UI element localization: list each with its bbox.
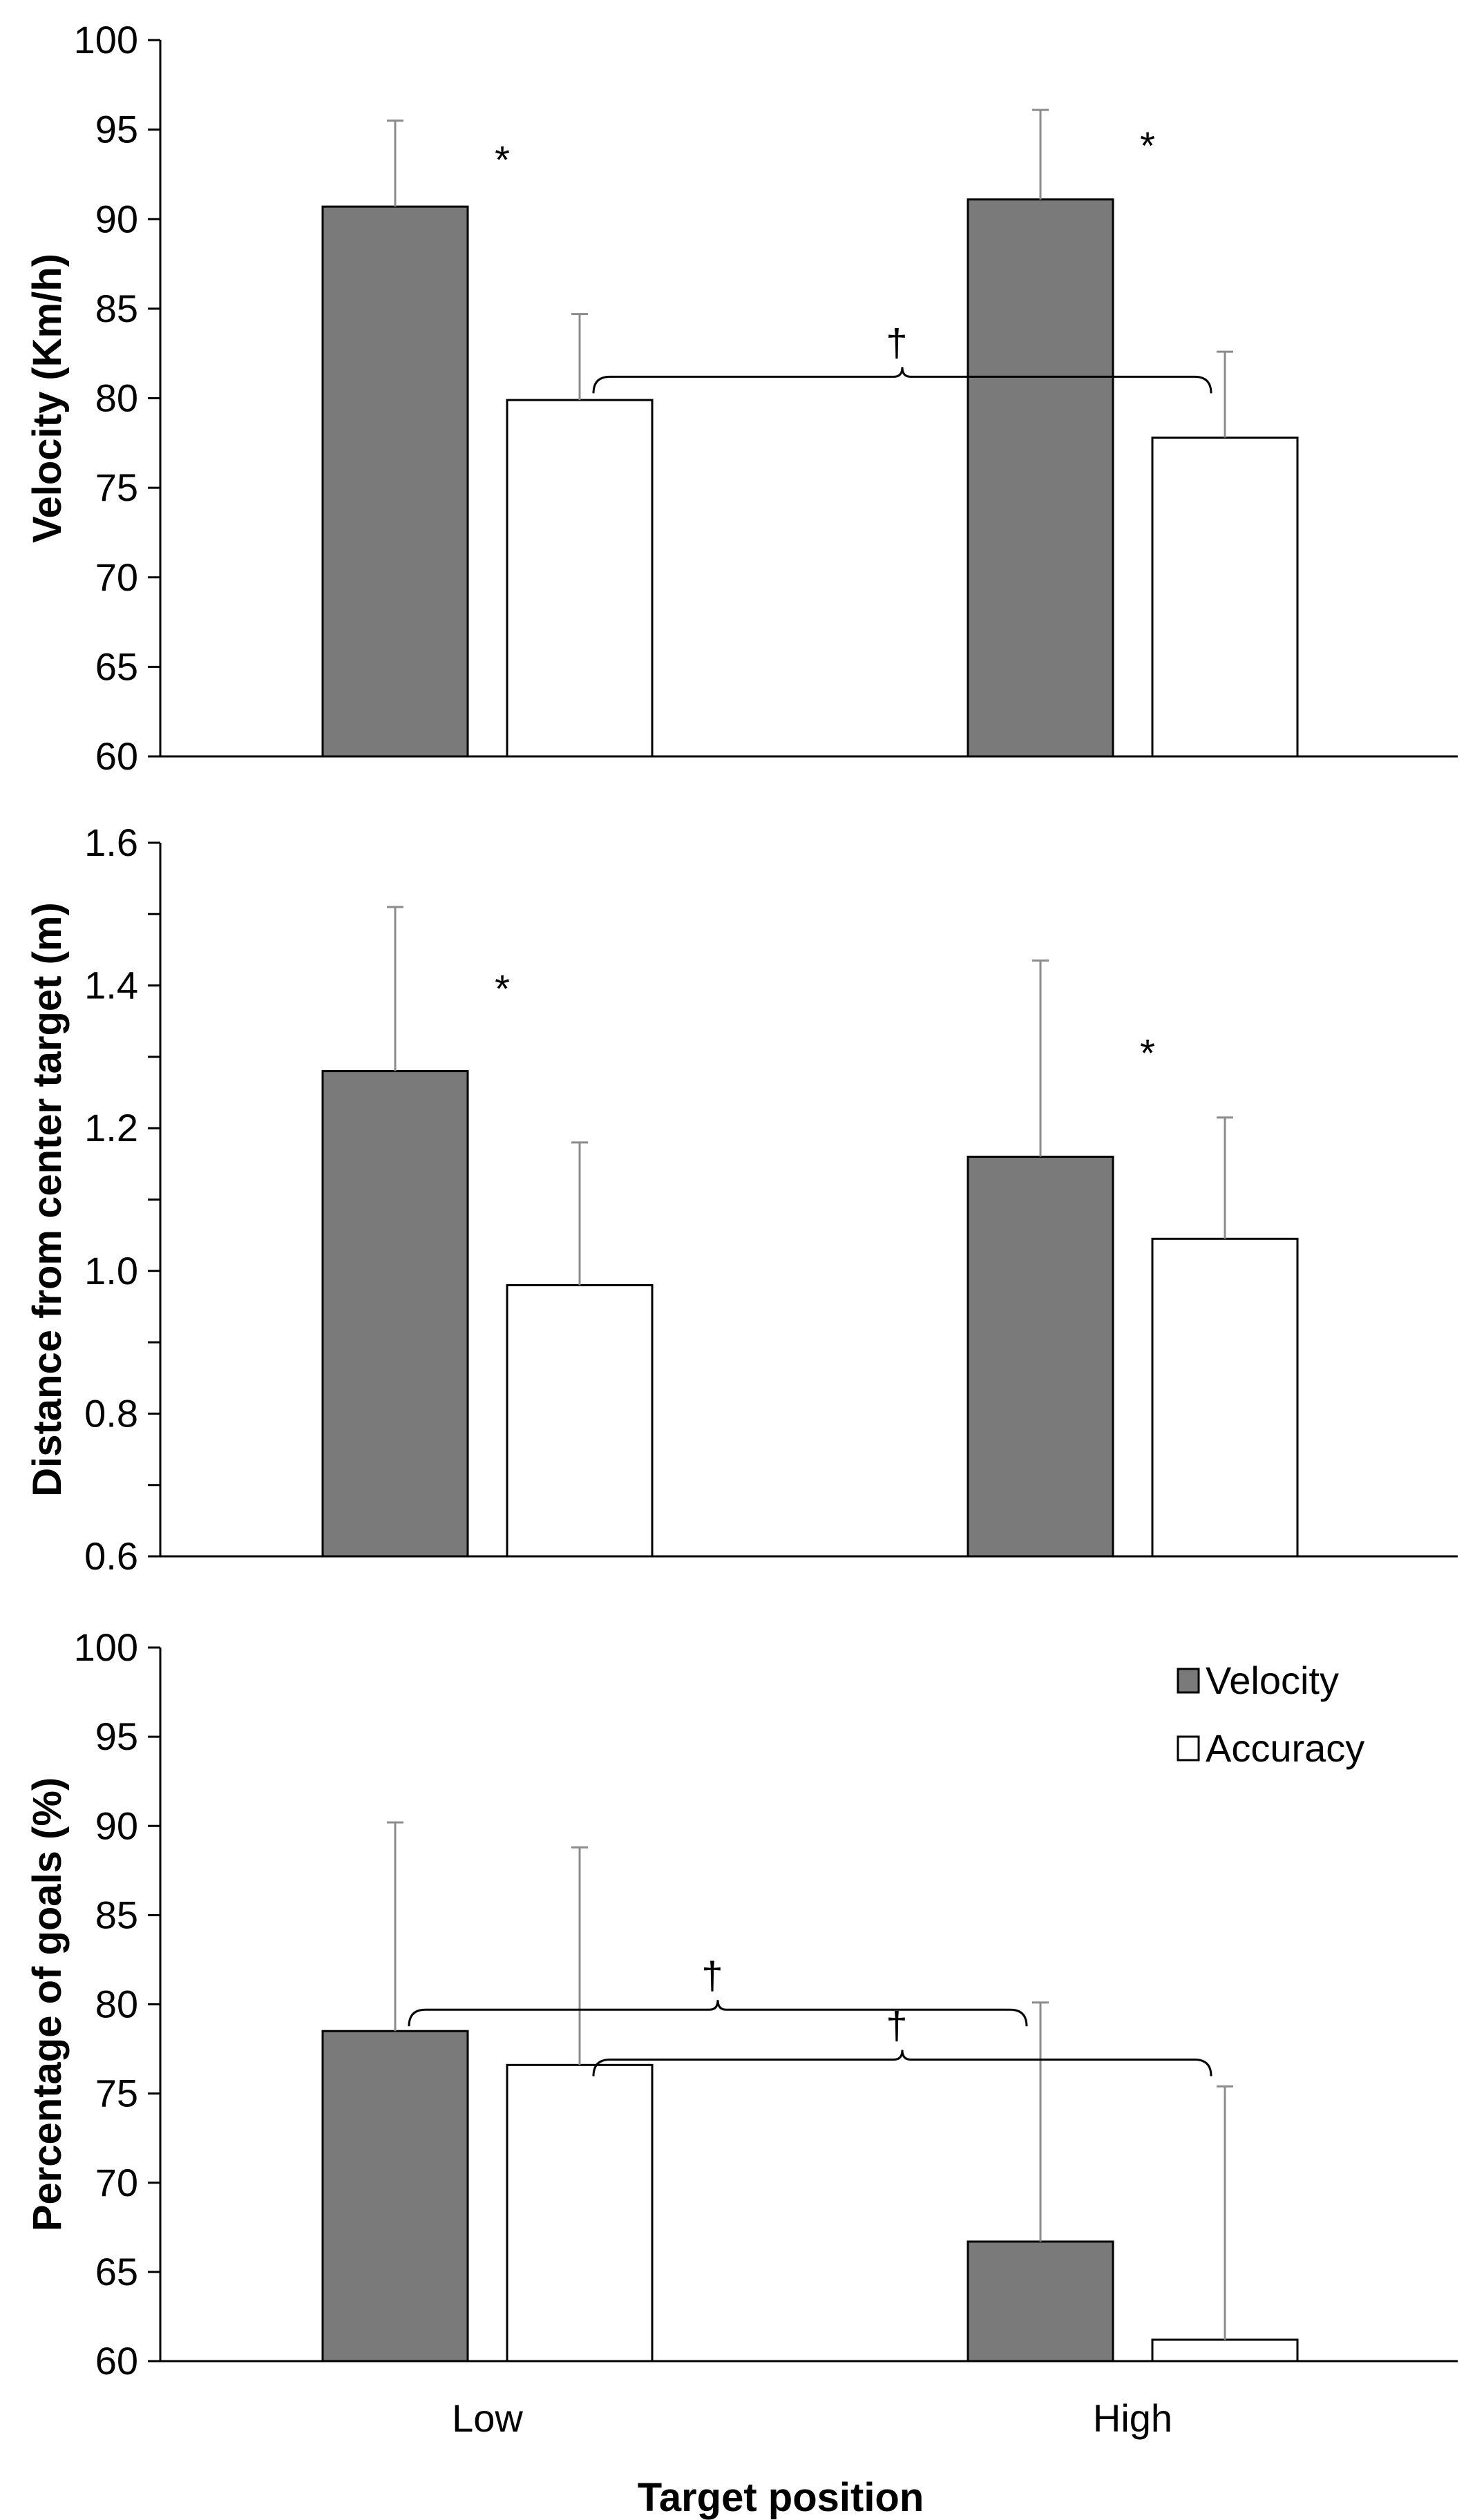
goals-panel: 60 65 70 75 80 85 90 95 100 Percentage of goals (… <box>25 1625 1458 2440</box>
bar-accuracy-high <box>1151 1237 1299 1558</box>
y-axis-title: Percentage of goals (%) <box>25 1777 70 2231</box>
bar-accuracy-low <box>506 2063 654 2362</box>
y-tick-label: 95 <box>95 1715 138 1758</box>
y-tick-label: 60 <box>95 734 138 778</box>
y-tick-label: 75 <box>95 466 138 509</box>
legend-swatch-accuracy <box>1177 1735 1200 1762</box>
distance-panel: 0.6 0.8 1.0 1.2 1.4 1.6 Distance from center t… <box>25 821 1458 1578</box>
x-axis-title: Target position <box>638 2475 924 2520</box>
bar-accuracy-low <box>506 1283 654 1558</box>
significance-dagger: † <box>886 321 907 364</box>
significance-star: * <box>1140 1031 1155 1075</box>
bar-velocity-high <box>967 198 1114 758</box>
y-tick-label: 65 <box>95 645 138 688</box>
x-tick-label-high: High <box>1093 2396 1172 2440</box>
y-tick-label: 95 <box>95 108 138 151</box>
bar-velocity-low <box>321 1070 469 1558</box>
y-tick-label: 0.8 <box>84 1391 138 1435</box>
significance-star: * <box>495 138 510 182</box>
y-tick-label: 65 <box>95 2250 138 2293</box>
legend-label-accuracy: Accuracy <box>1206 1726 1364 1770</box>
bar-velocity-high <box>967 1156 1114 1558</box>
bar-velocity-low <box>321 2030 469 2362</box>
bar-velocity-low <box>321 205 469 758</box>
y-tick-label: 75 <box>95 2072 138 2115</box>
y-tick-label: 80 <box>95 376 138 420</box>
y-tick-label: 1.4 <box>84 964 138 1007</box>
y-tick-label: 1.0 <box>84 1249 138 1292</box>
significance-dagger: † <box>701 1954 723 1997</box>
bar-accuracy-high <box>1151 2338 1299 2362</box>
significance-bracket <box>592 2050 1212 2077</box>
significance-star: * <box>495 967 510 1011</box>
y-axis-title: Distance from center target (m) <box>25 902 70 1497</box>
y-tick-label: 60 <box>95 2339 138 2383</box>
y-tick-label: 90 <box>95 1804 138 1847</box>
y-tick-label: 0.6 <box>84 1534 138 1578</box>
significance-bracket <box>408 2000 1028 2027</box>
y-tick-label: 85 <box>95 287 138 330</box>
y-tick-label: 100 <box>74 18 138 61</box>
legend-swatch-velocity <box>1177 1668 1200 1694</box>
significance-star: * <box>1140 124 1155 167</box>
legend-label-velocity: Velocity <box>1206 1659 1339 1702</box>
bar-velocity-high <box>967 2240 1114 2362</box>
y-tick-label: 100 <box>74 1625 138 1669</box>
significance-bracket <box>592 367 1212 394</box>
y-tick-label: 85 <box>95 1893 138 1936</box>
y-tick-label: 70 <box>95 555 138 599</box>
y-tick-label: 70 <box>95 2161 138 2204</box>
bar-accuracy-high <box>1151 437 1299 758</box>
y-axis-title: Velocity (Km/h) <box>25 254 70 543</box>
y-tick-label: 1.6 <box>84 821 138 864</box>
velocity-panel: 60 65 70 75 80 85 90 95 100 Velocity (Km/h) * * † <box>25 18 1458 778</box>
significance-dagger: † <box>886 2004 907 2048</box>
x-tick-label-low: Low <box>452 2396 523 2440</box>
y-tick-label: 80 <box>95 1983 138 2026</box>
y-tick-label: 1.2 <box>84 1106 138 1149</box>
y-tick-label: 90 <box>95 197 138 240</box>
bar-accuracy-low <box>506 399 654 758</box>
